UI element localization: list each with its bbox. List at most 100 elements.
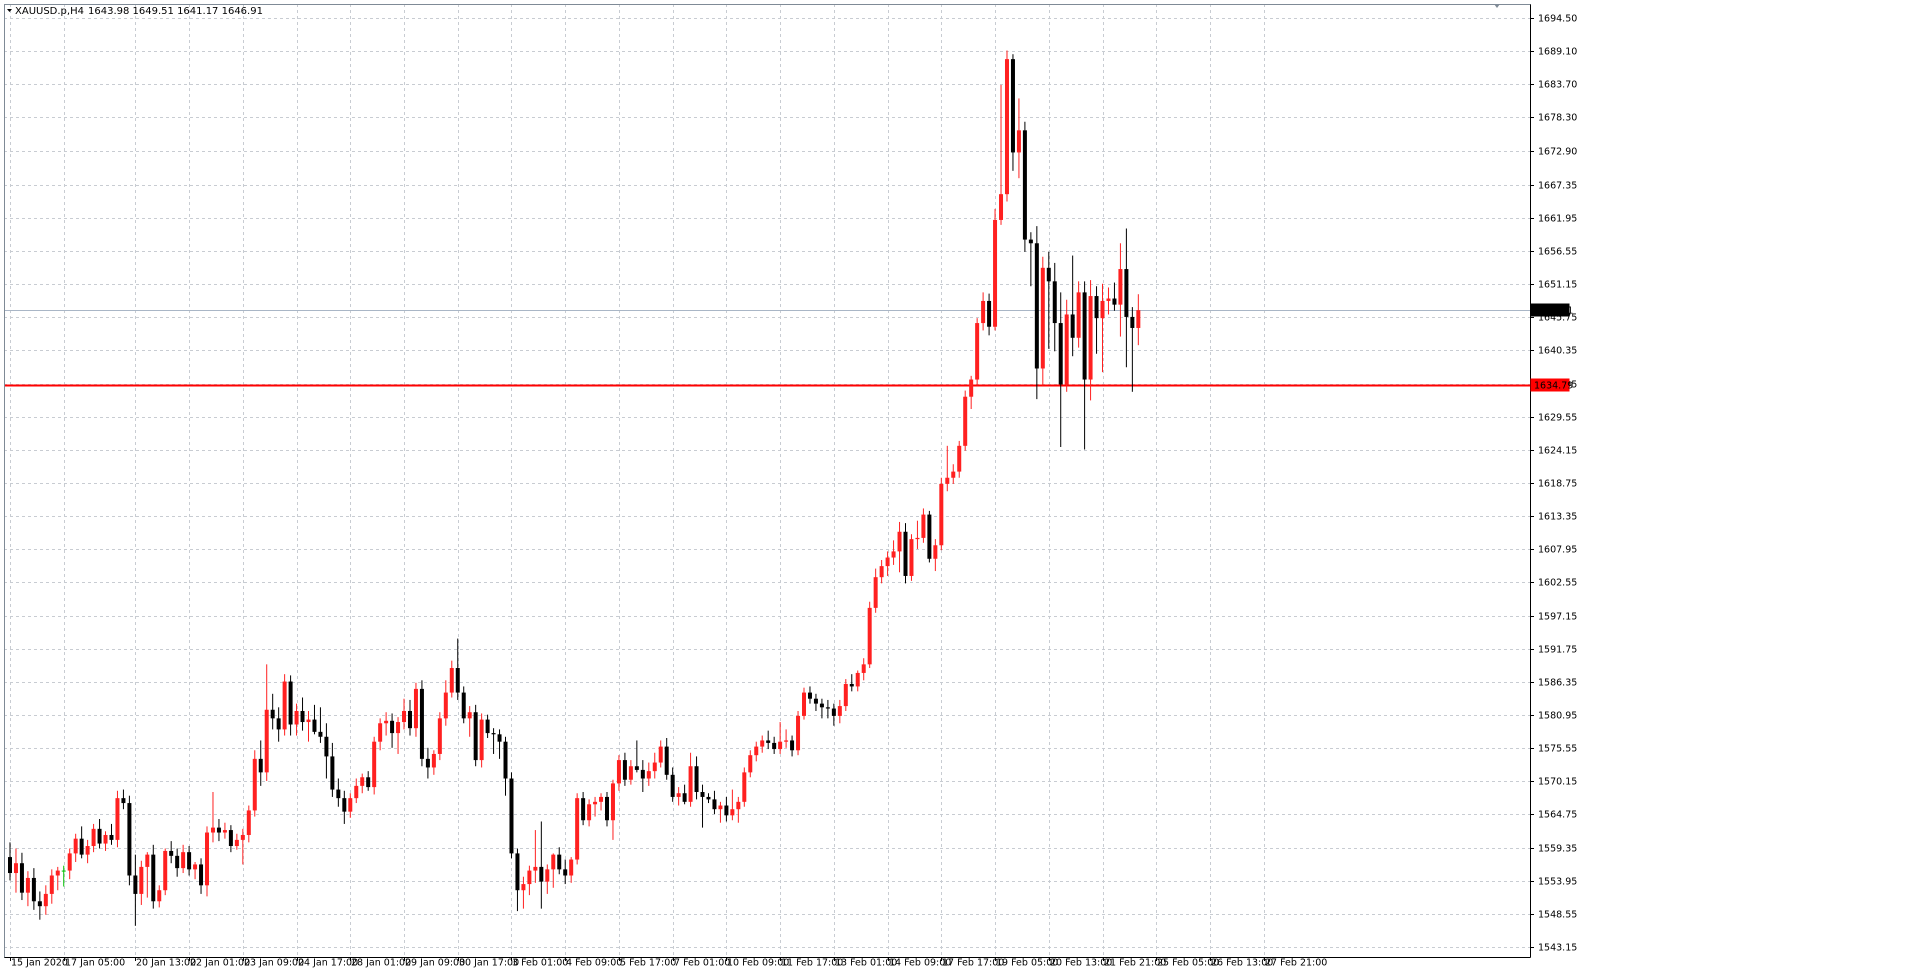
price-tick-label: 1624.15 [1538, 446, 1577, 457]
candle [557, 847, 562, 875]
candle [622, 752, 627, 786]
candle-body [670, 774, 675, 797]
candle [312, 704, 317, 735]
candle-body [742, 772, 747, 802]
candle [479, 713, 484, 768]
candle-body [718, 805, 723, 810]
candle [25, 871, 30, 907]
candle [491, 728, 496, 754]
candle [473, 704, 478, 767]
candle [569, 857, 574, 883]
candle [181, 844, 186, 874]
price-tick-label: 1548.55 [1538, 910, 1577, 921]
candle-body [402, 710, 407, 723]
candle [951, 464, 956, 484]
candle [879, 559, 884, 584]
candle [396, 717, 401, 754]
candle-body [378, 723, 383, 742]
candle-body [276, 718, 281, 730]
candle-body [1130, 316, 1135, 328]
chart-shift-marker-icon[interactable] [1494, 4, 1500, 8]
candle-body [443, 692, 448, 719]
candle-body [461, 692, 466, 719]
candle-body [521, 884, 526, 891]
candle-body [79, 838, 84, 855]
candle [676, 787, 681, 806]
candle-body [837, 706, 842, 716]
candle-body [873, 577, 878, 608]
candle-body [193, 864, 198, 870]
candle [97, 819, 102, 849]
time-tick-label: 11 Feb 17:00 [781, 958, 843, 968]
candle-body [545, 869, 550, 882]
candle [324, 723, 329, 779]
candle-body [43, 893, 48, 907]
candle-body [515, 853, 520, 891]
candle-body [664, 746, 669, 775]
candle-body [1118, 269, 1123, 305]
candle-body [49, 875, 54, 894]
candle [55, 866, 60, 891]
candle-body [1076, 292, 1081, 338]
candle-body [1004, 59, 1009, 195]
candle-body [419, 688, 424, 759]
candle-body [939, 483, 944, 546]
candle-body [927, 514, 932, 559]
candle-body [1010, 59, 1015, 153]
candle [963, 390, 968, 451]
candle [921, 508, 926, 543]
candle [1130, 307, 1135, 392]
candle-body [348, 798, 353, 812]
dropdown-triangle-icon[interactable] [7, 9, 12, 12]
candle-body [246, 810, 251, 835]
candle [849, 674, 854, 692]
horizontal-lines [4, 310, 1530, 387]
time-tick-label: 13 Feb 01:00 [835, 958, 897, 968]
candle [264, 664, 269, 781]
candle [646, 762, 651, 786]
candle [169, 841, 174, 864]
price-tick-label: 1678.30 [1538, 113, 1577, 124]
price-tick-label: 1667.35 [1538, 181, 1577, 192]
ohlc-values: 1643.98 1649.51 1641.17 1646.91 [88, 6, 263, 17]
candle [712, 790, 717, 815]
time-tick-label: 3 Feb 01:00 [512, 958, 568, 968]
candle [515, 848, 520, 912]
candle-body [730, 809, 735, 816]
level-price-tag-bg [1530, 378, 1570, 392]
candle-body [987, 300, 992, 327]
candle [121, 789, 126, 810]
candle-body [634, 766, 639, 770]
candle [1124, 228, 1129, 368]
time-tick-label: 23 Jan 09:00 [244, 958, 304, 968]
candle [521, 876, 526, 909]
candle-body [61, 870, 66, 872]
candle-body [503, 741, 508, 779]
candle-body [306, 719, 311, 723]
candle-body [264, 709, 269, 773]
time-tick-label: 25 Feb 05:00 [1157, 958, 1219, 968]
candle-body [640, 769, 645, 779]
candle-body [975, 323, 980, 380]
time-tick-label: 28 Jan 01:00 [351, 958, 411, 968]
candle-body [37, 901, 42, 907]
candle-body [425, 758, 430, 768]
candle [1004, 50, 1009, 202]
time-tick-label: 19 Feb 05:00 [996, 958, 1058, 968]
candle-body [139, 866, 144, 894]
candle [784, 729, 789, 748]
candle [49, 869, 54, 904]
candle [819, 698, 824, 719]
candle-body [527, 870, 532, 885]
candle [903, 523, 908, 584]
candle-body [336, 789, 341, 799]
candle [43, 885, 48, 915]
candle [455, 638, 460, 700]
time-tick-label: 17 Feb 17:00 [942, 958, 1004, 968]
candle [1082, 281, 1087, 450]
candle [730, 789, 735, 821]
candle [252, 750, 257, 817]
